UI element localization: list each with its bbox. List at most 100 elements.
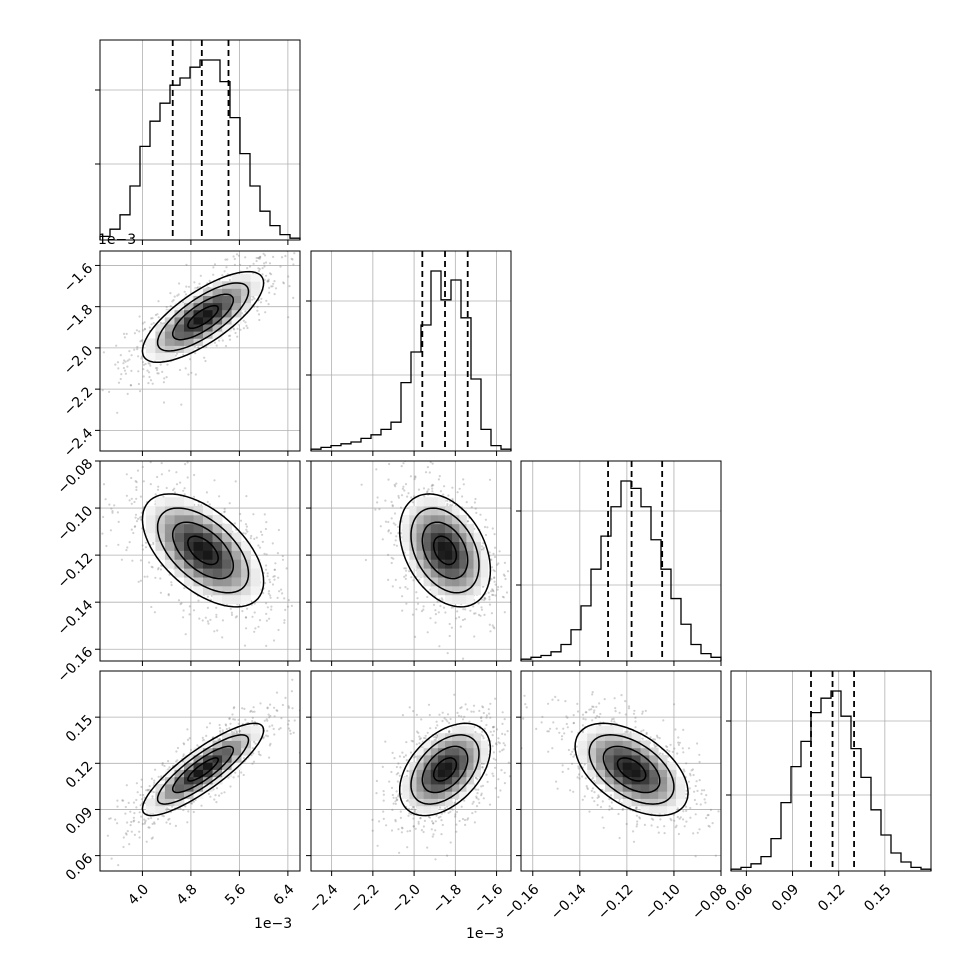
scatter-point bbox=[160, 775, 163, 778]
scatter-point bbox=[126, 830, 129, 833]
scatter-point bbox=[121, 799, 124, 802]
scatter-point bbox=[228, 338, 232, 341]
scatter-point bbox=[189, 358, 192, 361]
scatter-point bbox=[122, 799, 125, 802]
scatter-point bbox=[448, 634, 451, 638]
density-block bbox=[437, 523, 446, 534]
scatter-point bbox=[139, 559, 142, 562]
density-block bbox=[459, 532, 467, 542]
scatter-point bbox=[505, 591, 509, 594]
scatter-point bbox=[472, 605, 475, 608]
density-block bbox=[164, 331, 175, 339]
scatter-point bbox=[482, 797, 485, 800]
density-block bbox=[193, 295, 204, 304]
scatter-point bbox=[481, 730, 484, 733]
scatter-point bbox=[192, 800, 195, 803]
density-block bbox=[466, 577, 474, 587]
scatter-point bbox=[159, 568, 162, 571]
scatter-point bbox=[390, 500, 393, 503]
scatter-point bbox=[437, 478, 440, 481]
scatter-point bbox=[239, 263, 242, 266]
scatter-point bbox=[473, 635, 476, 638]
scatter-point bbox=[240, 771, 243, 774]
scatter-point bbox=[490, 558, 493, 561]
density-block bbox=[423, 532, 432, 542]
scatter-point bbox=[410, 576, 413, 579]
scatter-point bbox=[162, 778, 165, 781]
scatter-point bbox=[252, 513, 255, 516]
scatter-point bbox=[411, 613, 415, 616]
density-block bbox=[203, 762, 213, 770]
scatter-point bbox=[501, 722, 504, 726]
scatter-point bbox=[224, 344, 228, 348]
scatter-point bbox=[246, 326, 249, 330]
scatter-point bbox=[165, 486, 168, 490]
grid-lines bbox=[100, 671, 300, 871]
scatter-point bbox=[278, 590, 281, 593]
scatter-point bbox=[126, 365, 129, 368]
scatter-point bbox=[176, 746, 180, 750]
scatter-point bbox=[451, 497, 454, 501]
scatter-point bbox=[430, 828, 433, 831]
scatter-point bbox=[514, 700, 516, 702]
scatter-point bbox=[492, 725, 495, 729]
scatter-point bbox=[144, 546, 148, 549]
scatter-point bbox=[444, 611, 447, 614]
scatter-point bbox=[488, 598, 491, 601]
scatter-point bbox=[415, 608, 418, 611]
scatter-point bbox=[176, 759, 179, 762]
scatter-point bbox=[201, 619, 204, 622]
scatter-point bbox=[130, 354, 133, 357]
scatter-point bbox=[384, 740, 387, 743]
density-block bbox=[212, 577, 223, 587]
scatter-point bbox=[196, 744, 199, 747]
scatter-point bbox=[426, 490, 429, 493]
scatter-point bbox=[266, 575, 269, 578]
density-block bbox=[184, 497, 194, 507]
density-block bbox=[164, 541, 175, 551]
scatter-point bbox=[497, 778, 500, 781]
density-block bbox=[445, 541, 453, 551]
density-block bbox=[473, 559, 481, 569]
scatter-point bbox=[144, 821, 147, 824]
scatter-point bbox=[399, 586, 402, 589]
scatter-point bbox=[140, 339, 143, 343]
density-block bbox=[203, 532, 213, 542]
scatter-point bbox=[176, 352, 179, 355]
scatter-point bbox=[400, 831, 403, 834]
scatter-point bbox=[141, 548, 144, 551]
scatter-point bbox=[435, 720, 438, 723]
scatter-point bbox=[406, 587, 409, 590]
scatter-point bbox=[215, 344, 218, 347]
scatter-point bbox=[218, 727, 222, 730]
scatter-point bbox=[481, 766, 484, 769]
density-block bbox=[241, 733, 251, 741]
scatter-point bbox=[480, 794, 483, 797]
scatter-point bbox=[219, 730, 222, 733]
density-block bbox=[466, 550, 474, 560]
scatter-point bbox=[184, 367, 187, 370]
scatter-point bbox=[151, 836, 154, 839]
scatter-point bbox=[500, 585, 503, 588]
scatter-point bbox=[125, 332, 128, 335]
scatter-point bbox=[251, 716, 254, 719]
density-block bbox=[241, 288, 251, 296]
scatter-point bbox=[485, 723, 488, 727]
density-block bbox=[155, 506, 166, 516]
scatter-point bbox=[497, 562, 500, 565]
scatter-point bbox=[180, 403, 183, 406]
scatter-point bbox=[253, 602, 256, 605]
scatter-point bbox=[257, 313, 261, 316]
scatter-point bbox=[420, 829, 423, 832]
density-block bbox=[174, 309, 185, 318]
scatter-point bbox=[234, 331, 237, 335]
scatter-point bbox=[157, 775, 160, 778]
scatter-point bbox=[499, 789, 502, 792]
scatter-point bbox=[243, 707, 246, 711]
scatter-point bbox=[135, 782, 138, 785]
density-block bbox=[409, 559, 417, 569]
scatter-point bbox=[506, 570, 510, 573]
density-block bbox=[145, 352, 156, 361]
scatter-point bbox=[446, 652, 449, 655]
scatter-point bbox=[477, 613, 481, 617]
